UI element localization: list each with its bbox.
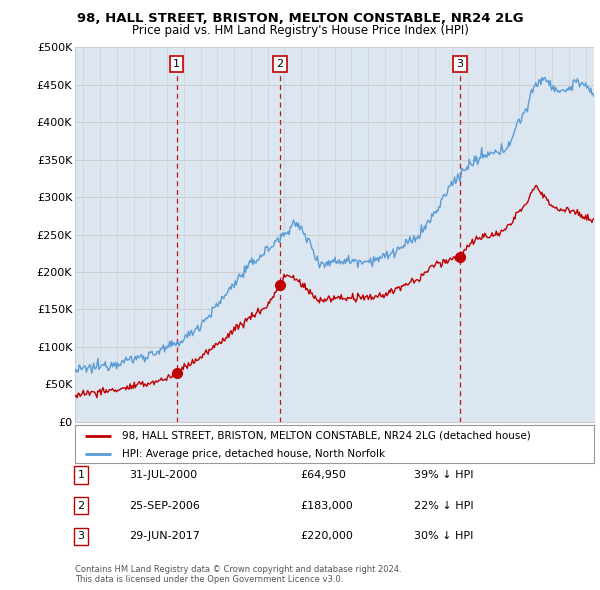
Text: £183,000: £183,000 (300, 501, 353, 510)
Text: Price paid vs. HM Land Registry's House Price Index (HPI): Price paid vs. HM Land Registry's House … (131, 24, 469, 37)
Text: 2: 2 (277, 59, 284, 69)
Text: 39% ↓ HPI: 39% ↓ HPI (414, 470, 473, 480)
Text: 3: 3 (77, 532, 85, 541)
Text: 98, HALL STREET, BRISTON, MELTON CONSTABLE, NR24 2LG (detached house): 98, HALL STREET, BRISTON, MELTON CONSTAB… (122, 431, 530, 441)
Text: 3: 3 (457, 59, 463, 69)
Text: 1: 1 (173, 59, 180, 69)
Text: 30% ↓ HPI: 30% ↓ HPI (414, 532, 473, 541)
Text: £64,950: £64,950 (300, 470, 346, 480)
Text: 98, HALL STREET, BRISTON, MELTON CONSTABLE, NR24 2LG: 98, HALL STREET, BRISTON, MELTON CONSTAB… (77, 12, 523, 25)
Text: Contains HM Land Registry data © Crown copyright and database right 2024.
This d: Contains HM Land Registry data © Crown c… (75, 565, 401, 584)
Text: 31-JUL-2000: 31-JUL-2000 (129, 470, 197, 480)
Text: 25-SEP-2006: 25-SEP-2006 (129, 501, 200, 510)
Text: £220,000: £220,000 (300, 532, 353, 541)
Text: 29-JUN-2017: 29-JUN-2017 (129, 532, 200, 541)
Text: HPI: Average price, detached house, North Norfolk: HPI: Average price, detached house, Nort… (122, 448, 385, 458)
Text: 2: 2 (77, 501, 85, 510)
Text: 1: 1 (77, 470, 85, 480)
Text: 22% ↓ HPI: 22% ↓ HPI (414, 501, 473, 510)
